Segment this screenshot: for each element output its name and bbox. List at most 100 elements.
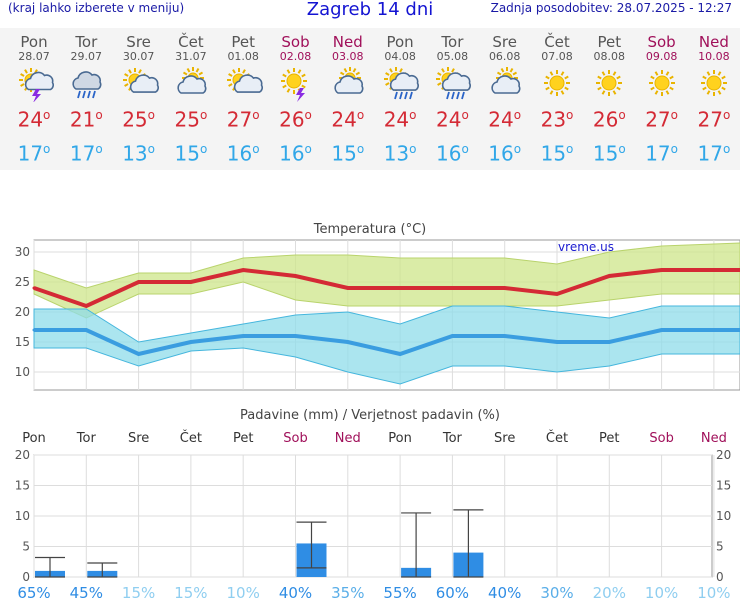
min-temp: 13o xyxy=(113,137,165,166)
x-tick-label: Pet xyxy=(599,431,619,446)
x-tick-label: Tor xyxy=(76,431,97,446)
day-name: Čet xyxy=(165,34,217,51)
temp-point xyxy=(608,275,611,278)
day-name: Pet xyxy=(217,34,269,51)
precipitation-probability: 40% xyxy=(279,584,312,602)
temp-point xyxy=(294,335,297,338)
precipitation-probability: 10% xyxy=(227,584,260,602)
y-tick-label-right: 5 xyxy=(716,540,724,554)
max-temp: 24o xyxy=(479,103,531,132)
precipitation-probability: 30% xyxy=(540,584,573,602)
day-date: 09.08 xyxy=(636,51,688,63)
x-tick-label: Pet xyxy=(233,431,253,446)
min-temp: 16o xyxy=(270,137,322,166)
day-name: Sob xyxy=(270,34,322,51)
x-tick-label: Sre xyxy=(128,431,149,446)
temp-point xyxy=(189,281,192,284)
y-tick-label-right: 10 xyxy=(716,509,731,523)
temp-point xyxy=(85,329,88,332)
x-tick-label: Sre xyxy=(494,431,515,446)
precipitation-probability: 65% xyxy=(17,584,50,602)
precipitation-probability: 60% xyxy=(436,584,469,602)
min-temp: 16o xyxy=(426,137,478,166)
y-tick-label: 15 xyxy=(15,335,30,349)
max-temp: 24o xyxy=(8,103,60,132)
day-name: Čet xyxy=(531,34,583,51)
precipitation-probability: 45% xyxy=(70,584,103,602)
max-temp: 26o xyxy=(583,103,635,132)
precipitation-probability: 40% xyxy=(488,584,521,602)
temp-point xyxy=(189,341,192,344)
temp-point xyxy=(451,287,454,290)
x-tick-label: Sob xyxy=(283,431,307,446)
x-tick-label: Pon xyxy=(22,431,46,446)
y-tick-label-left: 0 xyxy=(22,570,30,584)
x-tick-label: Sob xyxy=(649,431,673,446)
day-name: Pon xyxy=(374,34,426,51)
y-tick-label: 25 xyxy=(15,275,30,289)
y-tick-label: 10 xyxy=(15,365,30,379)
min-temp: 13o xyxy=(374,137,426,166)
temp-point xyxy=(660,329,663,332)
y-tick-label-left: 5 xyxy=(22,540,30,554)
max-temp: 26o xyxy=(270,103,322,132)
day-date: 05.08 xyxy=(426,51,478,63)
cloud-sun-icon xyxy=(171,64,211,102)
y-tick-label: 20 xyxy=(15,305,30,319)
temp-point xyxy=(242,269,245,272)
temp-point xyxy=(660,269,663,272)
temp-point xyxy=(137,353,140,356)
day-name: Sre xyxy=(479,34,531,51)
day-date: 31.07 xyxy=(165,51,217,63)
temp-point xyxy=(399,353,402,356)
day-name: Sre xyxy=(113,34,165,51)
day-name: Tor xyxy=(426,34,478,51)
temperature-chart-title: Temperatura (°C) xyxy=(313,222,426,237)
y-tick-label: 30 xyxy=(15,245,30,259)
cloud-sun-icon xyxy=(328,64,368,102)
temp-point xyxy=(85,305,88,308)
y-tick-label-right: 15 xyxy=(716,479,731,493)
temp-point xyxy=(33,287,36,290)
max-temp: 24o xyxy=(322,103,374,132)
day-name: Pet xyxy=(583,34,635,51)
temp-point xyxy=(451,335,454,338)
day-date: 03.08 xyxy=(322,51,374,63)
x-tick-label: Ned xyxy=(335,431,361,446)
max-temp: 27o xyxy=(217,103,269,132)
x-tick-label: Ned xyxy=(701,431,727,446)
max-temp: 24o xyxy=(374,103,426,132)
min-temp: 16o xyxy=(217,137,269,166)
precipitation-probability: 20% xyxy=(593,584,626,602)
precipitation-probability: 10% xyxy=(645,584,678,602)
sun-cloud-icon xyxy=(119,64,159,102)
day-date: 04.08 xyxy=(374,51,426,63)
sun-icon xyxy=(642,64,682,102)
day-date: 06.08 xyxy=(479,51,531,63)
x-tick-label: Čet xyxy=(180,430,202,446)
x-tick-label: Čet xyxy=(546,430,568,446)
temp-point xyxy=(556,293,559,296)
x-tick-label: Pon xyxy=(388,431,412,446)
min-temp: 16o xyxy=(479,137,531,166)
min-temp: 15o xyxy=(531,137,583,166)
precipitation-chart-title: Padavine (mm) / Verjetnost padavin (%) xyxy=(240,408,500,423)
precipitation-probability: 15% xyxy=(174,584,207,602)
temp-point xyxy=(503,287,506,290)
precipitation-range xyxy=(401,513,431,577)
day-date: 10.08 xyxy=(688,51,740,63)
